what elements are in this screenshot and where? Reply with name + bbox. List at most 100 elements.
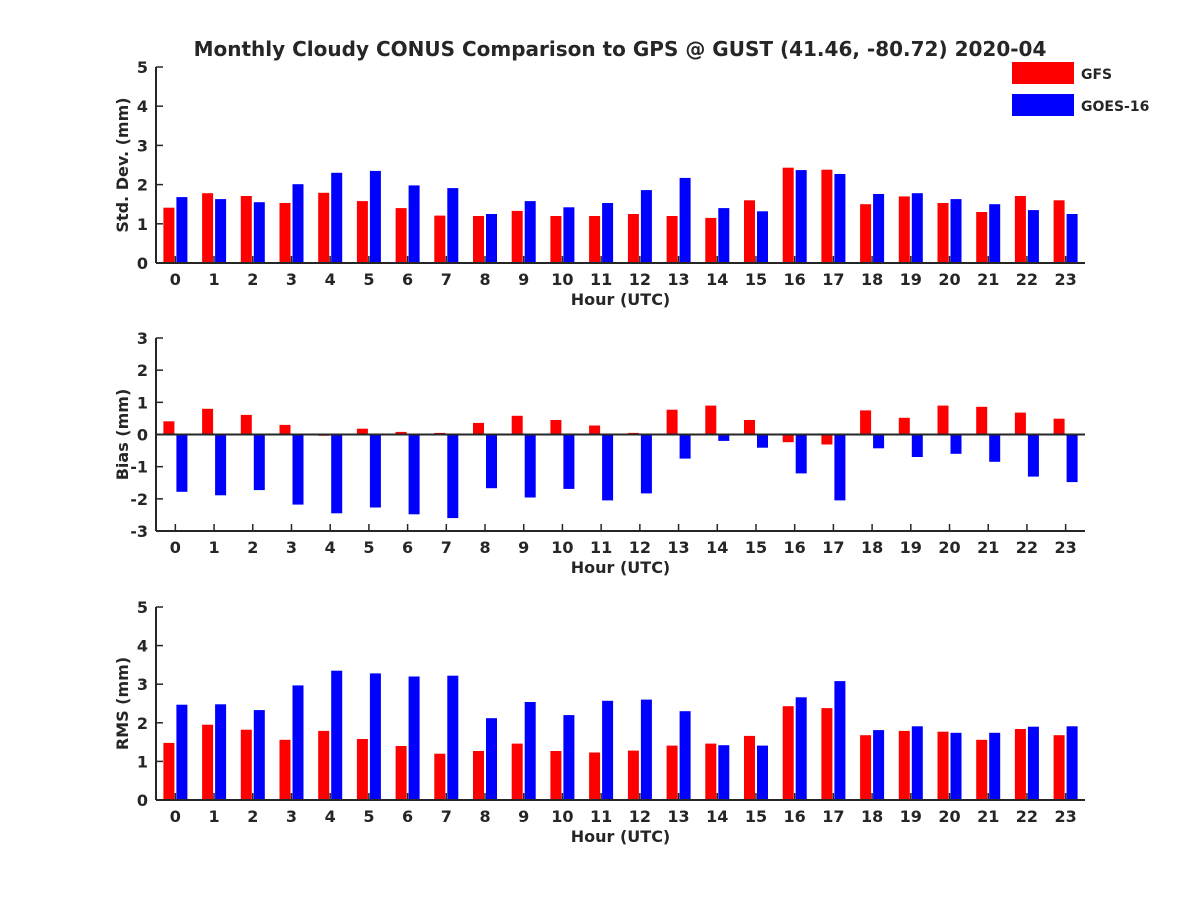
bar-goes16-hour-6 [408, 434, 420, 515]
bar-gfs-hour-0 [163, 742, 175, 800]
bar-goes16-hour-3 [292, 434, 304, 505]
bar-gfs-hour-21 [976, 739, 988, 800]
y-tick-label: 1 [137, 393, 148, 412]
bar-gfs-hour-8 [473, 216, 484, 263]
x-tick-label: 4 [325, 807, 336, 826]
bar-goes16-hour-10 [563, 434, 575, 489]
bar-gfs-hour-15 [744, 735, 755, 800]
bar-gfs-hour-9 [511, 210, 523, 263]
y-tick-label: 3 [137, 675, 148, 694]
x-tick-label: 19 [900, 270, 922, 289]
bar-gfs-hour-4 [318, 730, 330, 800]
bar-goes16-hour-20 [950, 199, 962, 263]
x-tick-label: 18 [861, 270, 883, 289]
x-tick-label: 21 [977, 538, 999, 557]
x-tick-label: 22 [1016, 538, 1038, 557]
bar-goes16-hour-9 [524, 702, 536, 800]
x-tick-label: 7 [441, 807, 452, 826]
y-tick-label: 3 [137, 329, 148, 348]
x-tick-label: 4 [325, 538, 336, 557]
y-tick-label: 4 [137, 637, 148, 656]
bar-gfs-hour-6 [395, 208, 407, 263]
y-tick-label: 4 [137, 97, 148, 116]
y-tick-label: 0 [137, 254, 148, 273]
x-tick-label: 2 [247, 270, 258, 289]
bar-gfs-hour-8 [473, 751, 484, 800]
bar-goes16-hour-13 [679, 434, 691, 459]
x-tick-label: 8 [479, 538, 490, 557]
bar-gfs-hour-20 [937, 405, 949, 435]
bar-gfs-hour-8 [473, 422, 484, 435]
bar-gfs-hour-20 [937, 203, 949, 263]
x-tick-label: 13 [667, 538, 689, 557]
bar-gfs-hour-3 [279, 424, 291, 435]
bar-goes16-hour-2 [253, 710, 265, 800]
x-tick-label: 3 [286, 270, 297, 289]
bar-gfs-hour-23 [1053, 735, 1065, 800]
x-tick-label: 23 [1055, 270, 1077, 289]
x-tick-label: 21 [977, 807, 999, 826]
bar-gfs-hour-23 [1053, 418, 1065, 435]
y-tick-label: 2 [137, 714, 148, 733]
x-tick-label: 3 [286, 807, 297, 826]
x-tick-label: 19 [900, 538, 922, 557]
bar-gfs-hour-18 [860, 410, 872, 435]
bar-gfs-hour-0 [163, 207, 175, 263]
x-tick-label: 18 [861, 807, 883, 826]
x-axis-label: Hour (UTC) [571, 827, 671, 846]
x-tick-label: 2 [247, 538, 258, 557]
x-tick-label: 6 [402, 270, 413, 289]
bar-gfs-hour-14 [705, 743, 717, 800]
bar-goes16-hour-15 [757, 434, 768, 448]
bar-gfs-hour-19 [898, 196, 910, 263]
x-tick-label: 22 [1016, 807, 1038, 826]
x-tick-label: 1 [208, 270, 219, 289]
bar-goes16-hour-11 [602, 434, 614, 501]
x-tick-label: 7 [441, 538, 452, 557]
bar-goes16-hour-12 [640, 434, 652, 494]
bar-gfs-hour-15 [744, 420, 755, 435]
bar-gfs-hour-0 [163, 421, 175, 435]
bar-gfs-hour-23 [1053, 200, 1065, 263]
bar-goes16-hour-2 [253, 202, 265, 263]
bar-goes16-hour-7 [447, 434, 459, 519]
x-tick-label: 9 [518, 807, 529, 826]
bar-gfs-hour-5 [356, 201, 368, 263]
bar-gfs-hour-17 [821, 708, 833, 800]
bar-goes16-hour-1 [215, 434, 227, 496]
bar-gfs-hour-16 [782, 434, 794, 443]
bar-goes16-hour-17 [834, 174, 846, 263]
bar-goes16-hour-2 [253, 434, 265, 491]
bar-gfs-hour-4 [318, 192, 330, 263]
y-axis-label: Bias (mm) [113, 389, 132, 481]
bar-gfs-hour-10 [550, 216, 562, 263]
x-tick-label: 6 [402, 538, 413, 557]
bar-gfs-hour-19 [898, 730, 910, 800]
bar-goes16-hour-15 [757, 211, 768, 263]
bar-gfs-hour-12 [627, 750, 639, 800]
x-tick-label: 0 [170, 807, 181, 826]
x-tick-label: 16 [784, 538, 806, 557]
x-tick-label: 11 [590, 807, 612, 826]
bar-goes16-hour-14 [718, 745, 730, 800]
bar-goes16-hour-18 [873, 434, 885, 449]
legend-swatch-gfs [1012, 62, 1074, 84]
bar-goes16-hour-8 [486, 214, 497, 263]
bar-goes16-hour-23 [1066, 434, 1078, 483]
y-tick-label: 1 [137, 752, 148, 771]
bar-gfs-hour-2 [240, 414, 252, 435]
x-tick-label: 23 [1055, 538, 1077, 557]
bar-goes16-hour-14 [718, 434, 730, 441]
bar-goes16-hour-21 [989, 434, 1001, 462]
bar-goes16-hour-7 [447, 188, 459, 263]
bar-goes16-hour-9 [524, 434, 536, 498]
bar-gfs-hour-11 [589, 425, 601, 435]
bar-goes16-hour-19 [911, 193, 923, 263]
y-axis-label: RMS (mm) [113, 657, 132, 750]
bar-goes16-hour-0 [176, 704, 188, 800]
bar-gfs-hour-5 [356, 739, 368, 800]
legend-label-gfs: GFS [1081, 67, 1112, 83]
bar-goes16-hour-20 [950, 732, 962, 800]
